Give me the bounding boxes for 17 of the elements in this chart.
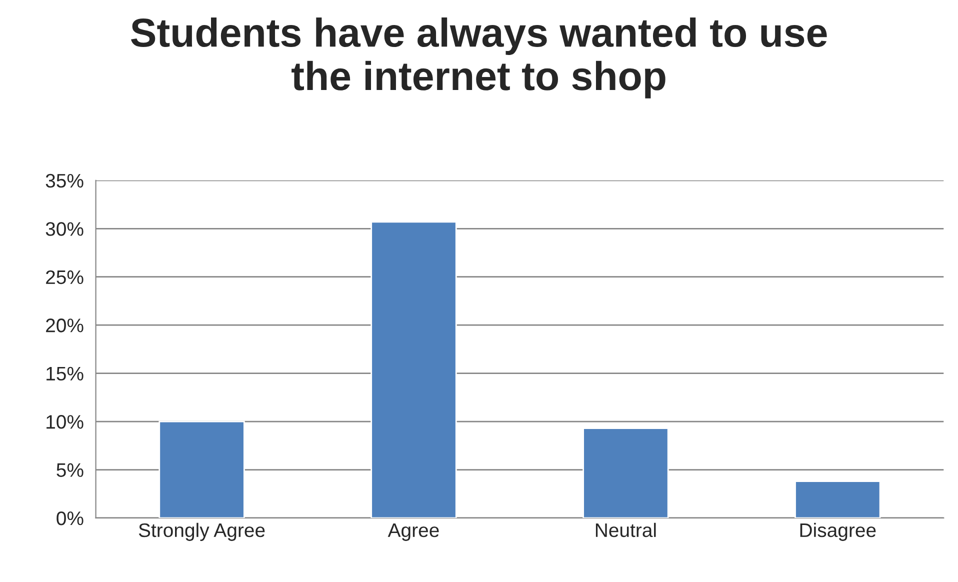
bar <box>158 420 245 518</box>
y-tick-label: 10% <box>46 415 84 429</box>
y-tick-label: 35% <box>46 174 84 188</box>
y-tick-label: 15% <box>46 366 84 381</box>
y-tick-label: 30% <box>46 222 84 236</box>
bar <box>582 428 669 518</box>
bar <box>794 480 881 518</box>
x-tick-label: Disagree <box>800 522 876 541</box>
y-tick-label: 5% <box>56 463 84 477</box>
x-tick-label: Strongly Agree <box>138 522 265 541</box>
x-tick-label: Neutral <box>596 522 656 538</box>
y-tick-label: 25% <box>46 270 84 284</box>
bar <box>370 221 457 518</box>
x-tick-label: Agree <box>388 524 439 541</box>
y-tick-label: 20% <box>46 318 84 332</box>
y-tick-label: 0% <box>56 511 84 526</box>
chart-title: Students have always wanted to use the internet to shop <box>131 17 827 98</box>
